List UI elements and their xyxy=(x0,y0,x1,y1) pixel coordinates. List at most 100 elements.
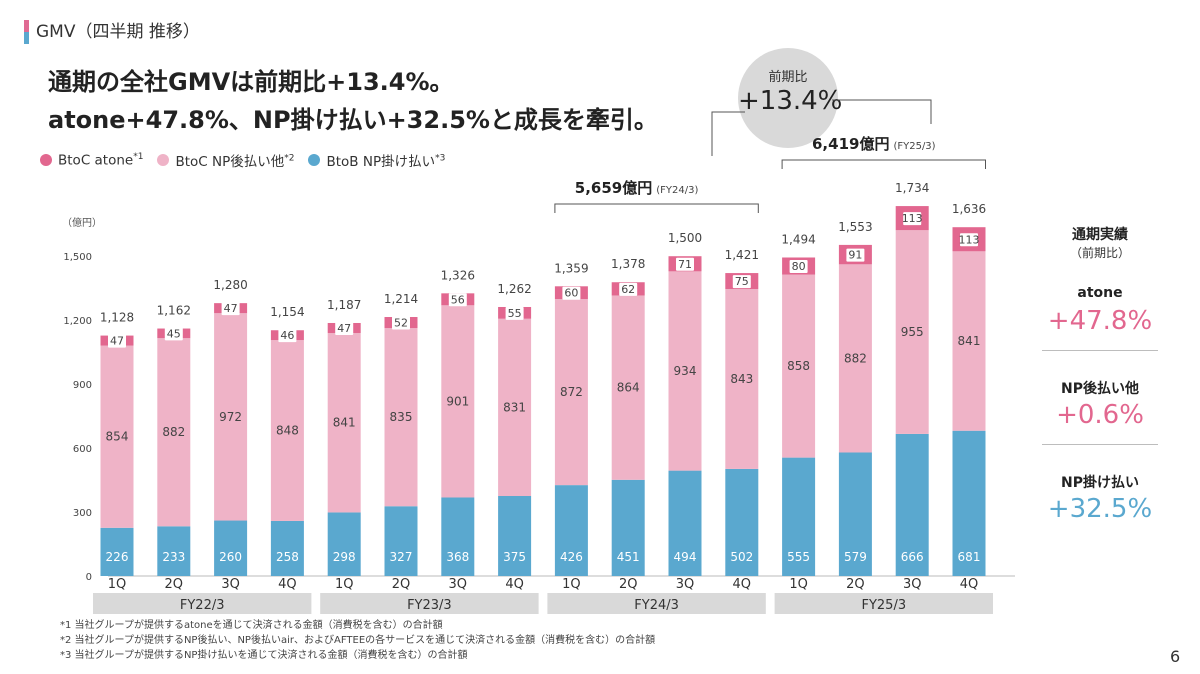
x-tick-label: 3Q xyxy=(221,577,240,592)
data-label-np-atobarai: 854 xyxy=(106,430,129,444)
footnote-3: *3 当社グループが提供するNP掛け払いを通じて決済される金額（消費税を含む）の… xyxy=(60,650,468,661)
data-label-atone-bg xyxy=(562,286,581,300)
data-label-np-kakebarai: 368 xyxy=(446,550,469,564)
data-label-atone: 71 xyxy=(678,258,692,271)
bar-segment-np-kakebarai xyxy=(270,520,304,576)
data-label-np-atobarai: 841 xyxy=(958,334,981,348)
bar-segment-np-kakebarai xyxy=(214,520,248,576)
x-tick-label: 1Q xyxy=(108,577,127,592)
data-label-np-atobarai: 934 xyxy=(674,364,697,378)
data-label-atone: 62 xyxy=(621,283,635,296)
data-label-total: 1,128 xyxy=(100,311,134,325)
headline-line-1: 通期の全社GMVは前期比+13.4%。 xyxy=(48,68,454,96)
data-label-total: 1,359 xyxy=(554,261,588,275)
data-label-total: 1,378 xyxy=(611,257,645,271)
data-label-atone-bg xyxy=(448,293,467,307)
legend-swatch-np-kakebarai xyxy=(308,154,321,166)
data-label-total: 1,553 xyxy=(838,220,872,234)
data-label-atone-bg xyxy=(960,233,978,247)
data-label-atone: 75 xyxy=(735,275,749,288)
chart-legend: BtoC atone*1 BtoC NP後払い他*2 BtoB NP掛け払い*3 xyxy=(40,150,445,170)
fiscal-year-box xyxy=(774,593,993,614)
fiscal-year-label: FY23/3 xyxy=(407,598,452,613)
fy24-total-bracket xyxy=(554,203,759,213)
result-label-atone: atone xyxy=(1077,285,1123,301)
data-label-total: 1,636 xyxy=(952,202,986,216)
legend-item-atone: BtoC atone*1 xyxy=(40,152,143,168)
data-label-atone: 46 xyxy=(280,329,294,342)
data-label-np-atobarai: 864 xyxy=(617,381,640,395)
data-label-np-atobarai: 843 xyxy=(730,372,753,386)
data-label-atone-bg xyxy=(732,275,751,289)
legend-swatch-atone xyxy=(40,154,52,166)
data-label-np-atobarai: 841 xyxy=(333,416,356,430)
data-label-total: 1,280 xyxy=(213,278,247,292)
x-tick-label: 2Q xyxy=(165,577,184,592)
bar-segment-np-kakebarai xyxy=(668,470,702,576)
data-label-total: 1,162 xyxy=(157,304,191,318)
data-label-total: 1,154 xyxy=(270,305,304,319)
bar-segment-np-atobarai xyxy=(838,264,872,453)
data-label-np-kakebarai: 226 xyxy=(106,550,129,564)
data-label-atone-bg xyxy=(676,257,694,271)
bar-segment-np-atobarai xyxy=(100,345,134,528)
data-label-np-kakebarai: 258 xyxy=(276,550,299,564)
x-tick-label: 1Q xyxy=(789,577,808,592)
section-accent-bar xyxy=(24,20,29,44)
data-label-np-atobarai: 858 xyxy=(787,359,810,373)
fiscal-year-label: FY22/3 xyxy=(180,598,225,613)
legend-item-np-atobarai: BtoC NP後払い他*2 xyxy=(157,150,294,170)
data-label-total: 1,734 xyxy=(895,181,929,195)
data-label-np-kakebarai: 426 xyxy=(560,550,583,564)
data-label-np-atobarai: 831 xyxy=(503,400,526,414)
bar-segment-np-atobarai xyxy=(441,305,475,498)
data-label-atone: 56 xyxy=(451,293,465,306)
bar-segment-np-atobarai xyxy=(270,340,304,521)
bar-segment-np-atobarai xyxy=(384,328,418,507)
data-label-atone-bg xyxy=(221,302,240,316)
data-label-atone-bg xyxy=(108,334,126,348)
data-label-atone-bg xyxy=(903,212,922,226)
y-tick-label: 1,200 xyxy=(63,316,92,327)
data-label-atone: 55 xyxy=(508,307,522,320)
x-tick-label: 1Q xyxy=(562,577,581,592)
result-value-np-kakebarai: +32.5% xyxy=(1047,494,1153,524)
fy25-total-label: 6,419億円 (FY25/3) xyxy=(812,135,936,153)
data-label-atone: 47 xyxy=(110,335,124,348)
data-label-np-atobarai: 848 xyxy=(276,424,299,438)
headline-line-2: atone+47.8%、NP掛け払い+32.5%と成長を牽引。 xyxy=(48,106,658,134)
data-label-np-kakebarai: 579 xyxy=(844,550,867,564)
bar-segment-np-atobarai xyxy=(952,251,986,431)
bar-segment-np-atobarai xyxy=(668,271,702,471)
data-label-np-kakebarai: 451 xyxy=(617,550,640,564)
data-label-np-atobarai: 955 xyxy=(901,325,924,339)
result-label-np-atobarai: NP後払い他 xyxy=(1061,381,1139,397)
result-value-atone: +47.8% xyxy=(1047,306,1153,336)
data-label-atone: 52 xyxy=(394,317,408,330)
y-tick-label: 300 xyxy=(73,508,92,519)
data-label-np-atobarai: 901 xyxy=(446,394,469,408)
data-label-np-kakebarai: 494 xyxy=(674,550,697,564)
x-tick-label: 2Q xyxy=(619,577,638,592)
y-tick-label: 1,500 xyxy=(63,252,92,263)
x-tick-label: 4Q xyxy=(733,577,752,592)
result-divider-2 xyxy=(1042,444,1158,445)
bar-segment-np-atobarai xyxy=(782,274,816,458)
bar-segment-np-atobarai xyxy=(157,338,191,527)
data-label-total: 1,494 xyxy=(781,232,815,246)
yoy-connector-left xyxy=(711,111,745,156)
data-label-atone-bg xyxy=(505,306,524,320)
bar-segment-np-kakebarai xyxy=(384,506,418,576)
bar-segment-np-kakebarai xyxy=(498,496,532,576)
yoy-badge: 前期比 +13.4% xyxy=(738,48,842,148)
yoy-badge-label: 前期比 xyxy=(768,70,808,85)
footnote-1: *1 当社グループが提供するatoneを通じて決済される金額（消費税を含む）の合… xyxy=(60,620,443,631)
data-label-np-atobarai: 872 xyxy=(560,385,583,399)
data-label-total: 1,262 xyxy=(497,282,531,296)
page-number: 6 xyxy=(1170,647,1181,666)
fiscal-year-box xyxy=(547,593,766,614)
data-label-atone-bg xyxy=(392,316,410,330)
x-tick-label: 2Q xyxy=(846,577,865,592)
data-label-total: 1,214 xyxy=(384,292,418,306)
bar-segment-np-atobarai xyxy=(554,299,588,486)
